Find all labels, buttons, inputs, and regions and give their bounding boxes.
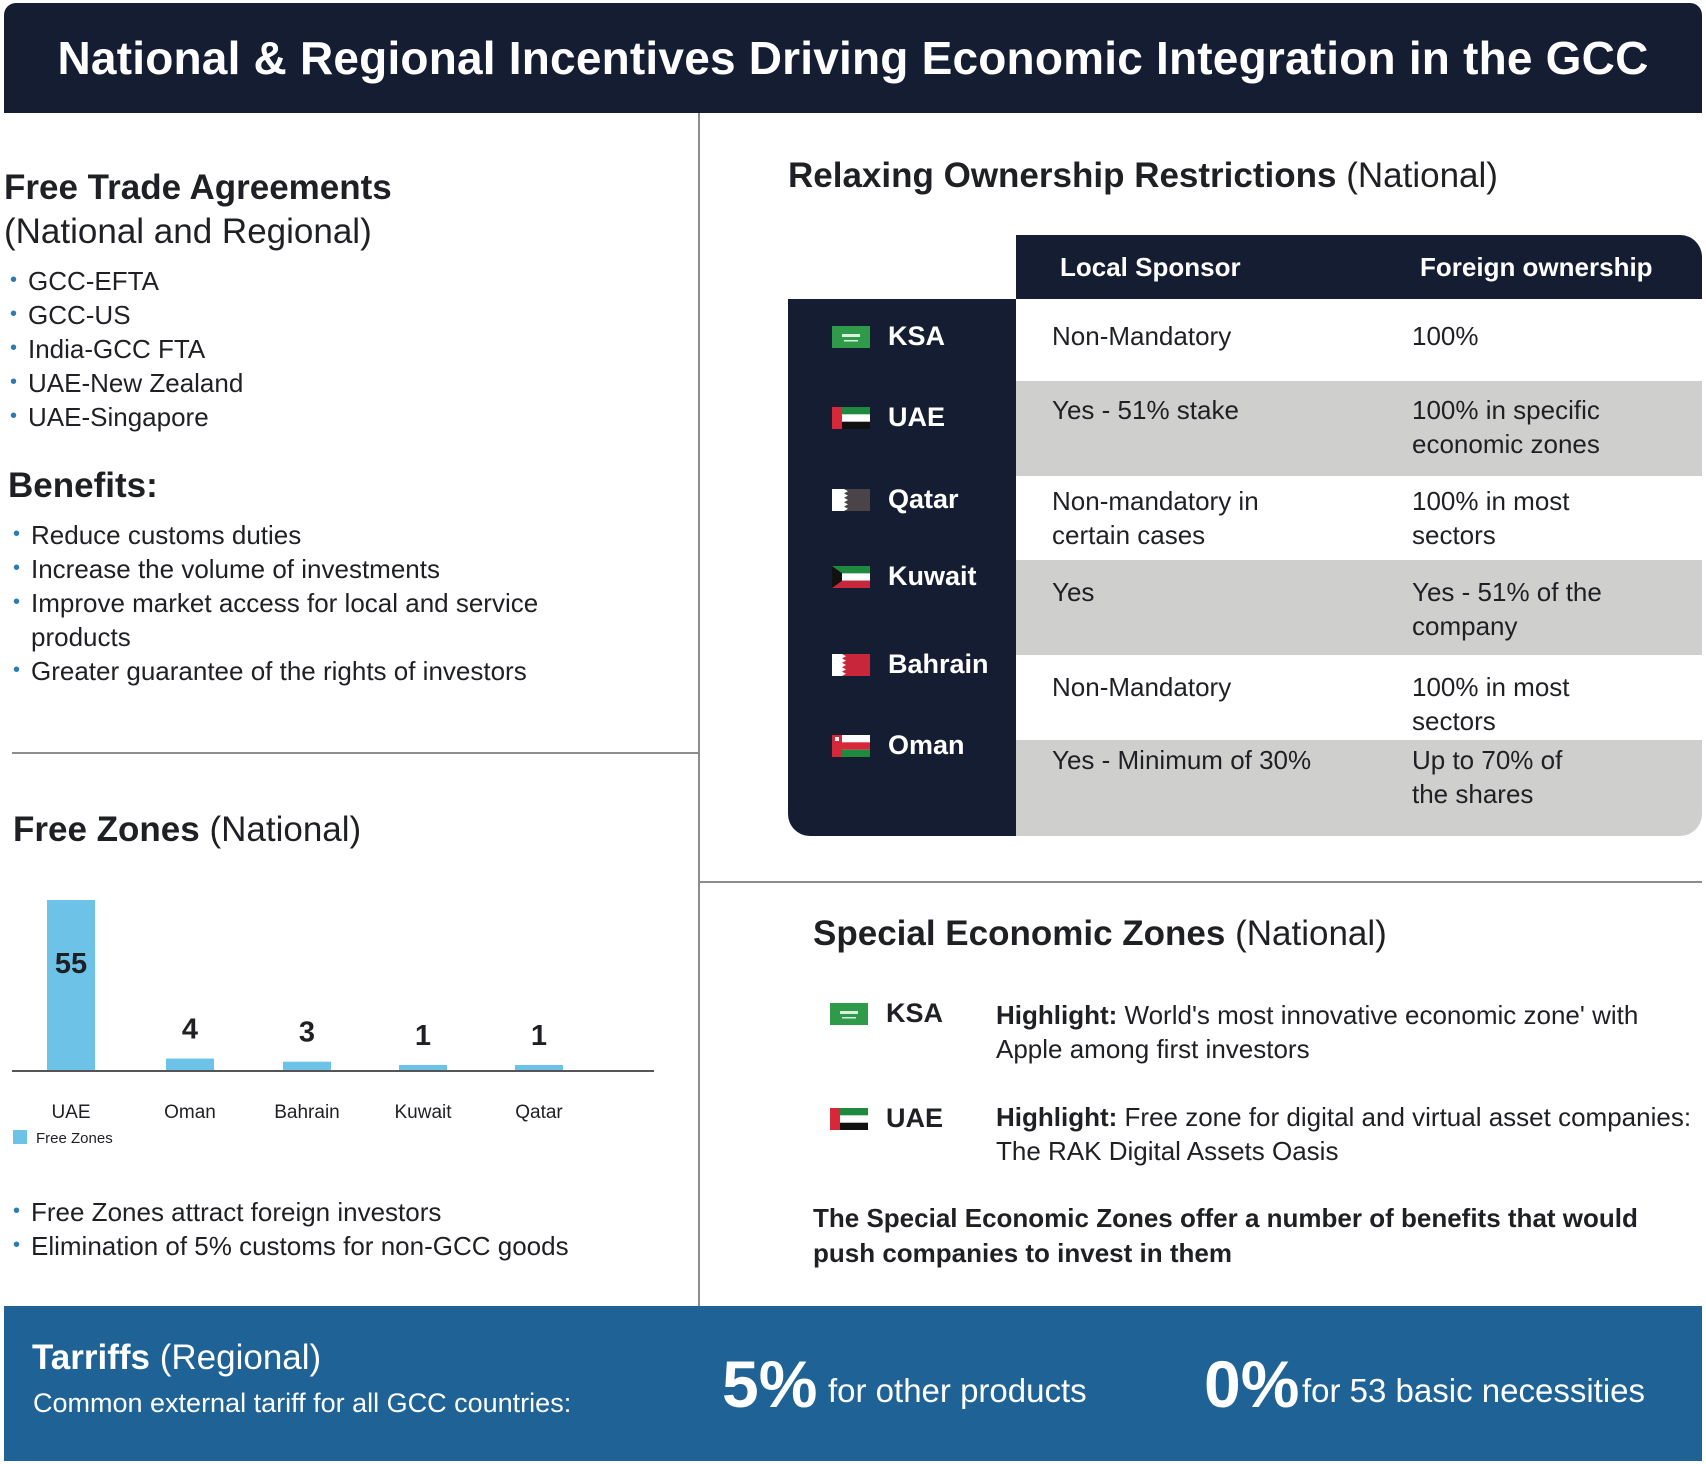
bahrain-flag-icon bbox=[832, 653, 870, 676]
free-zones-subtitle: (National) bbox=[209, 810, 362, 849]
list-item: Elimination of 5% customs for non-GCC go… bbox=[7, 1228, 647, 1263]
tariffs-description: Common external tariff for all GCC count… bbox=[33, 1388, 572, 1418]
table-row: Non-mandatory in certain cases 100% in m… bbox=[1052, 486, 1570, 550]
country-uae: UAE bbox=[832, 402, 945, 433]
right-divider bbox=[700, 881, 1702, 883]
bar-kuwait bbox=[399, 1065, 447, 1071]
column-header-local-sponsor: Local Sponsor bbox=[1060, 252, 1241, 282]
data-label-bahrain: 3 bbox=[299, 1017, 315, 1049]
benefits-title: Benefits: bbox=[8, 466, 158, 505]
page-header: National & Regional Incentives Driving E… bbox=[4, 3, 1702, 113]
vertical-divider bbox=[698, 113, 700, 1306]
tick-label-kuwait: Kuwait bbox=[394, 1102, 452, 1123]
country-ksa: KSA bbox=[832, 321, 945, 352]
tariffs-heading: Tarriffs (Regional) bbox=[32, 1336, 321, 1380]
list-item: Increase the volume of investments bbox=[7, 551, 587, 586]
list-item: Improve market access for local and serv… bbox=[7, 585, 587, 654]
sez-subtitle: (National) bbox=[1235, 914, 1387, 953]
tariffs-banner: Tarriffs (Regional) Common external tari… bbox=[4, 1306, 1702, 1461]
uae-flag-icon bbox=[832, 406, 870, 429]
list-item: India-GCC FTA bbox=[4, 331, 243, 366]
legend-swatch bbox=[13, 1130, 27, 1144]
fta-title: Free Trade Agreements bbox=[4, 168, 392, 207]
table-row: Yes - Minimum of 30% Up to 70% of the sh… bbox=[1016, 740, 1702, 836]
sez-note: The Special Economic Zones offer a numbe… bbox=[813, 1203, 1638, 1268]
saudi-flag-icon bbox=[830, 1002, 868, 1025]
table-row: Non-Mandatory 100% bbox=[1052, 321, 1479, 351]
data-label-qatar: 1 bbox=[531, 1020, 547, 1052]
free-zones-list: Free Zones attract foreign investors Eli… bbox=[7, 1194, 647, 1263]
free-zones-heading: Free Zones (National) bbox=[13, 808, 361, 852]
list-item: UAE-Singapore bbox=[4, 399, 243, 434]
country-kuwait: Kuwait bbox=[832, 561, 977, 592]
left-divider bbox=[12, 752, 698, 754]
table-header: Local Sponsor Foreign ownership bbox=[1016, 235, 1702, 299]
tariffs-title: Tarriffs bbox=[32, 1338, 150, 1377]
saudi-flag-icon bbox=[832, 325, 870, 348]
tick-label-oman: Oman bbox=[164, 1102, 216, 1123]
ownership-title: Relaxing Ownership Restrictions bbox=[788, 156, 1337, 195]
data-label-oman: 4 bbox=[182, 1014, 198, 1046]
tariff-rate-basic: 0% bbox=[1204, 1347, 1300, 1421]
fta-subtitle: (National and Regional) bbox=[4, 212, 372, 251]
ownership-table: Local Sponsor Foreign ownership KSA UAE … bbox=[788, 235, 1702, 836]
benefits-list: Reduce customs duties Increase the volum… bbox=[7, 517, 587, 688]
ownership-heading: Relaxing Ownership Restrictions (Nationa… bbox=[788, 154, 1498, 198]
table-row: Yes - 51% stake 100% in specific economi… bbox=[1016, 381, 1702, 476]
bar-oman bbox=[166, 1058, 214, 1071]
tariffs-subtitle: (Regional) bbox=[159, 1338, 322, 1377]
column-header-foreign-ownership: Foreign ownership bbox=[1420, 252, 1653, 282]
sez-highlight-uae: Highlight: Free zone for digital and vir… bbox=[996, 1102, 1692, 1166]
ownership-subtitle: (National) bbox=[1346, 156, 1498, 195]
list-item: UAE-New Zealand bbox=[4, 365, 243, 400]
bar-qatar bbox=[515, 1065, 563, 1071]
kuwait-flag-icon bbox=[832, 565, 870, 588]
tariff-label-basic: for 53 basic necessities bbox=[1302, 1372, 1646, 1409]
page-title: National & Regional Incentives Driving E… bbox=[57, 32, 1649, 84]
list-item: Reduce customs duties bbox=[7, 517, 587, 552]
uae-flag-icon bbox=[830, 1107, 868, 1130]
country-oman: Oman bbox=[832, 730, 965, 761]
fta-heading: Free Trade Agreements (National and Regi… bbox=[4, 166, 694, 254]
qatar-flag-icon bbox=[832, 488, 870, 511]
tick-label-bahrain: Bahrain bbox=[274, 1102, 340, 1123]
tick-label-uae: UAE bbox=[51, 1102, 90, 1123]
legend-label: Free Zones bbox=[36, 1130, 113, 1147]
tariff-rate-other: 5% bbox=[722, 1347, 818, 1421]
sez-country-ksa: KSA bbox=[830, 998, 943, 1029]
list-item: Greater guarantee of the rights of inves… bbox=[7, 653, 587, 688]
sez-title: Special Economic Zones bbox=[813, 914, 1226, 953]
sez-heading: Special Economic Zones (National) bbox=[813, 912, 1387, 956]
country-bahrain: Bahrain bbox=[832, 649, 989, 680]
fta-list: GCC-EFTA GCC-US India-GCC FTA UAE-New Ze… bbox=[4, 263, 243, 434]
data-label-kuwait: 1 bbox=[415, 1020, 431, 1052]
sez-country-uae: UAE bbox=[830, 1103, 943, 1134]
bar-uae bbox=[47, 900, 95, 1071]
free-zones-bar-chart: 55 UAE 4 Oman 3 Bahrain 1 Kuwait 1 Qatar Free Zone… bbox=[12, 900, 654, 1147]
table-row: Non-Mandatory 100% in most sectors bbox=[1052, 672, 1570, 736]
list-item: Free Zones attract foreign investors bbox=[7, 1194, 647, 1229]
sez-highlight-ksa: Highlight: World's most innovative econo… bbox=[996, 1000, 1639, 1064]
country-qatar: Qatar bbox=[832, 484, 959, 515]
table-row: Yes Yes - 51% of the company bbox=[1016, 560, 1702, 655]
country-column: KSA UAE Qatar Kuwait Bahrain Oman bbox=[788, 299, 1016, 836]
list-item: GCC-US bbox=[4, 297, 243, 332]
data-label-uae: 55 bbox=[55, 948, 87, 980]
free-zones-title: Free Zones bbox=[13, 810, 200, 849]
bar-bahrain bbox=[283, 1061, 331, 1071]
tick-label-qatar: Qatar bbox=[515, 1102, 563, 1123]
oman-flag-icon bbox=[832, 734, 870, 757]
tariff-label-other: for other products bbox=[828, 1372, 1087, 1409]
list-item: GCC-EFTA bbox=[4, 263, 243, 298]
